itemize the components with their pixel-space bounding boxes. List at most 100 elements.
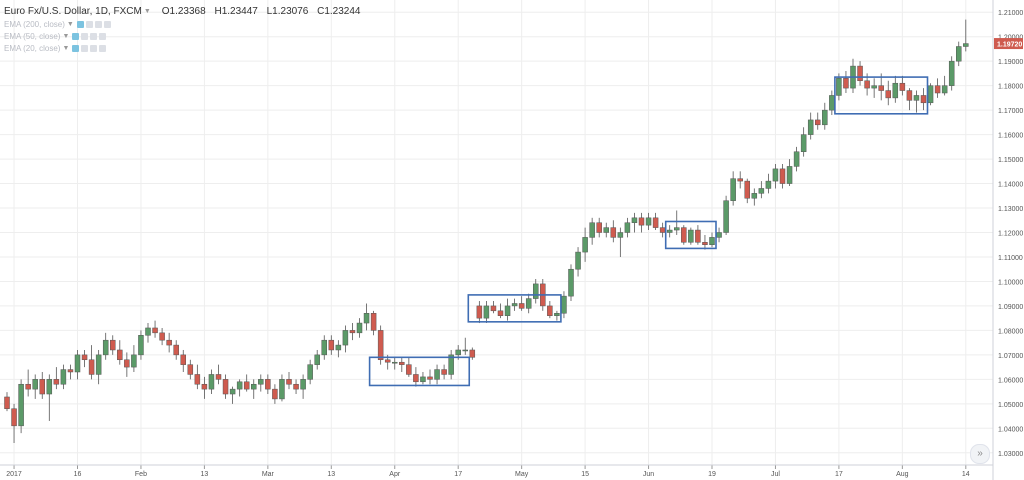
candle-body-up xyxy=(533,283,539,299)
study-label: EMA (200, close) xyxy=(4,19,65,29)
consolidation-box xyxy=(368,356,471,387)
candle-body-down xyxy=(39,379,45,395)
candle-body-up xyxy=(307,364,313,380)
candle-body-up xyxy=(631,217,638,223)
y-tick-label: 1.06000 xyxy=(998,377,1023,384)
x-tick-label: 19 xyxy=(708,471,716,478)
y-tick-label: 1.07000 xyxy=(998,353,1023,360)
candle-body-up xyxy=(674,227,680,231)
candle-body-up xyxy=(455,349,461,356)
candle-body-down xyxy=(4,396,10,409)
consolidation-box xyxy=(467,294,562,323)
study-ema20[interactable]: EMA (20, close) ▼ xyxy=(4,42,367,54)
study-label: EMA (50, close) xyxy=(4,31,61,41)
consolidation-box xyxy=(664,220,717,250)
settings-icon[interactable] xyxy=(81,32,89,40)
candle-body-up xyxy=(645,217,652,226)
y-tick-label: 1.17000 xyxy=(998,108,1023,115)
last-price-tag xyxy=(994,38,1023,50)
candle-body-up xyxy=(956,46,962,62)
candle-body-down xyxy=(25,383,31,390)
candle-body-up xyxy=(730,178,736,201)
candle-body-down xyxy=(67,369,74,373)
candle-body-up xyxy=(483,305,490,319)
price-axis[interactable]: 1.210001.200001.190001.180001.170001.160… xyxy=(992,0,1023,480)
close-icon[interactable] xyxy=(90,32,98,40)
candle-body-up xyxy=(871,85,877,89)
candle-body-down xyxy=(441,369,447,375)
candle-body-down xyxy=(518,303,525,309)
candle-body-down xyxy=(476,305,483,319)
candle-body-up xyxy=(392,361,398,364)
x-tick-label: Jul xyxy=(771,471,780,478)
chevron-down-icon[interactable]: ▼ xyxy=(143,7,151,15)
candle-body-down xyxy=(166,339,172,346)
candle-body-down xyxy=(384,359,391,363)
more-icon[interactable] xyxy=(99,32,107,40)
eye-icon[interactable] xyxy=(72,44,80,52)
open-value: O1.23368 xyxy=(161,5,206,17)
candle-body-down xyxy=(652,217,659,228)
chevron-down-icon[interactable]: ▼ xyxy=(62,44,70,52)
x-tick-label: Aug xyxy=(896,471,909,478)
y-tick-label: 1.05000 xyxy=(998,402,1023,409)
candle-body-down xyxy=(293,383,299,390)
x-tick-label: May xyxy=(515,471,529,478)
candle-body-up xyxy=(208,374,215,390)
candle-body-up xyxy=(765,180,772,189)
eye-icon[interactable] xyxy=(76,20,84,28)
candle-body-up xyxy=(46,379,53,395)
more-icon[interactable] xyxy=(103,20,111,28)
candle-body-up xyxy=(74,354,81,373)
candle-body-up xyxy=(751,193,758,199)
candle-body-up xyxy=(18,383,24,427)
candle-body-up xyxy=(688,229,694,243)
x-tick-label: Jun xyxy=(643,471,654,478)
candle-body-down xyxy=(370,313,377,331)
candle-body-up xyxy=(829,95,835,111)
settings-icon[interactable] xyxy=(81,44,89,52)
x-tick-label: 13 xyxy=(201,471,209,478)
candle-body-up xyxy=(251,383,257,390)
candle-body-up xyxy=(568,268,574,297)
more-icon[interactable] xyxy=(99,44,107,52)
candle-body-down xyxy=(815,119,821,126)
candle-body-up xyxy=(666,229,673,233)
candle-body-down xyxy=(469,349,476,358)
candle-body-up xyxy=(102,339,109,356)
study-ema200[interactable]: EMA (200, close) ▼ xyxy=(4,18,367,30)
candle-body-up xyxy=(420,376,426,383)
candle-body-down xyxy=(81,354,88,361)
candle-body-down xyxy=(659,227,666,233)
close-icon[interactable] xyxy=(90,44,98,52)
candle-body-up xyxy=(95,354,102,375)
candle-body-down xyxy=(180,354,186,365)
candle-body-down xyxy=(53,379,60,385)
candles xyxy=(4,19,969,443)
candle-body-up xyxy=(836,78,842,96)
candle-body-down xyxy=(152,327,158,334)
candle-body-up xyxy=(807,119,814,135)
y-tick-label: 1.09000 xyxy=(998,304,1023,311)
double-chevron-right-icon[interactable]: » xyxy=(970,444,990,464)
y-tick-label: 1.19000 xyxy=(998,59,1023,66)
chevron-down-icon[interactable]: ▼ xyxy=(62,32,70,40)
candle-body-up xyxy=(32,379,38,390)
candle-body-up xyxy=(258,379,264,385)
symbol-title[interactable]: Euro Fx/U.S. Dollar, 1D, FXCM xyxy=(4,5,142,17)
close-icon[interactable] xyxy=(94,20,102,28)
candle-body-down xyxy=(265,379,271,390)
chevron-down-icon[interactable]: ▼ xyxy=(66,20,74,28)
time-axis[interactable]: 2017 16 Feb 13 Mar 13 Apr 17 May 15 Jun 19 Jul 17 Aug 1… xyxy=(0,464,993,478)
candle-body-up xyxy=(321,339,327,356)
candle-body-up xyxy=(131,354,137,368)
candle-body-down xyxy=(596,222,602,233)
candle-body-down xyxy=(187,364,194,375)
candle-body-up xyxy=(963,43,969,47)
candle-body-up xyxy=(511,303,518,307)
eye-icon[interactable] xyxy=(72,32,80,40)
candle-body-up xyxy=(758,188,765,194)
settings-icon[interactable] xyxy=(85,20,93,28)
study-ema50[interactable]: EMA (50, close) ▼ xyxy=(4,30,367,42)
